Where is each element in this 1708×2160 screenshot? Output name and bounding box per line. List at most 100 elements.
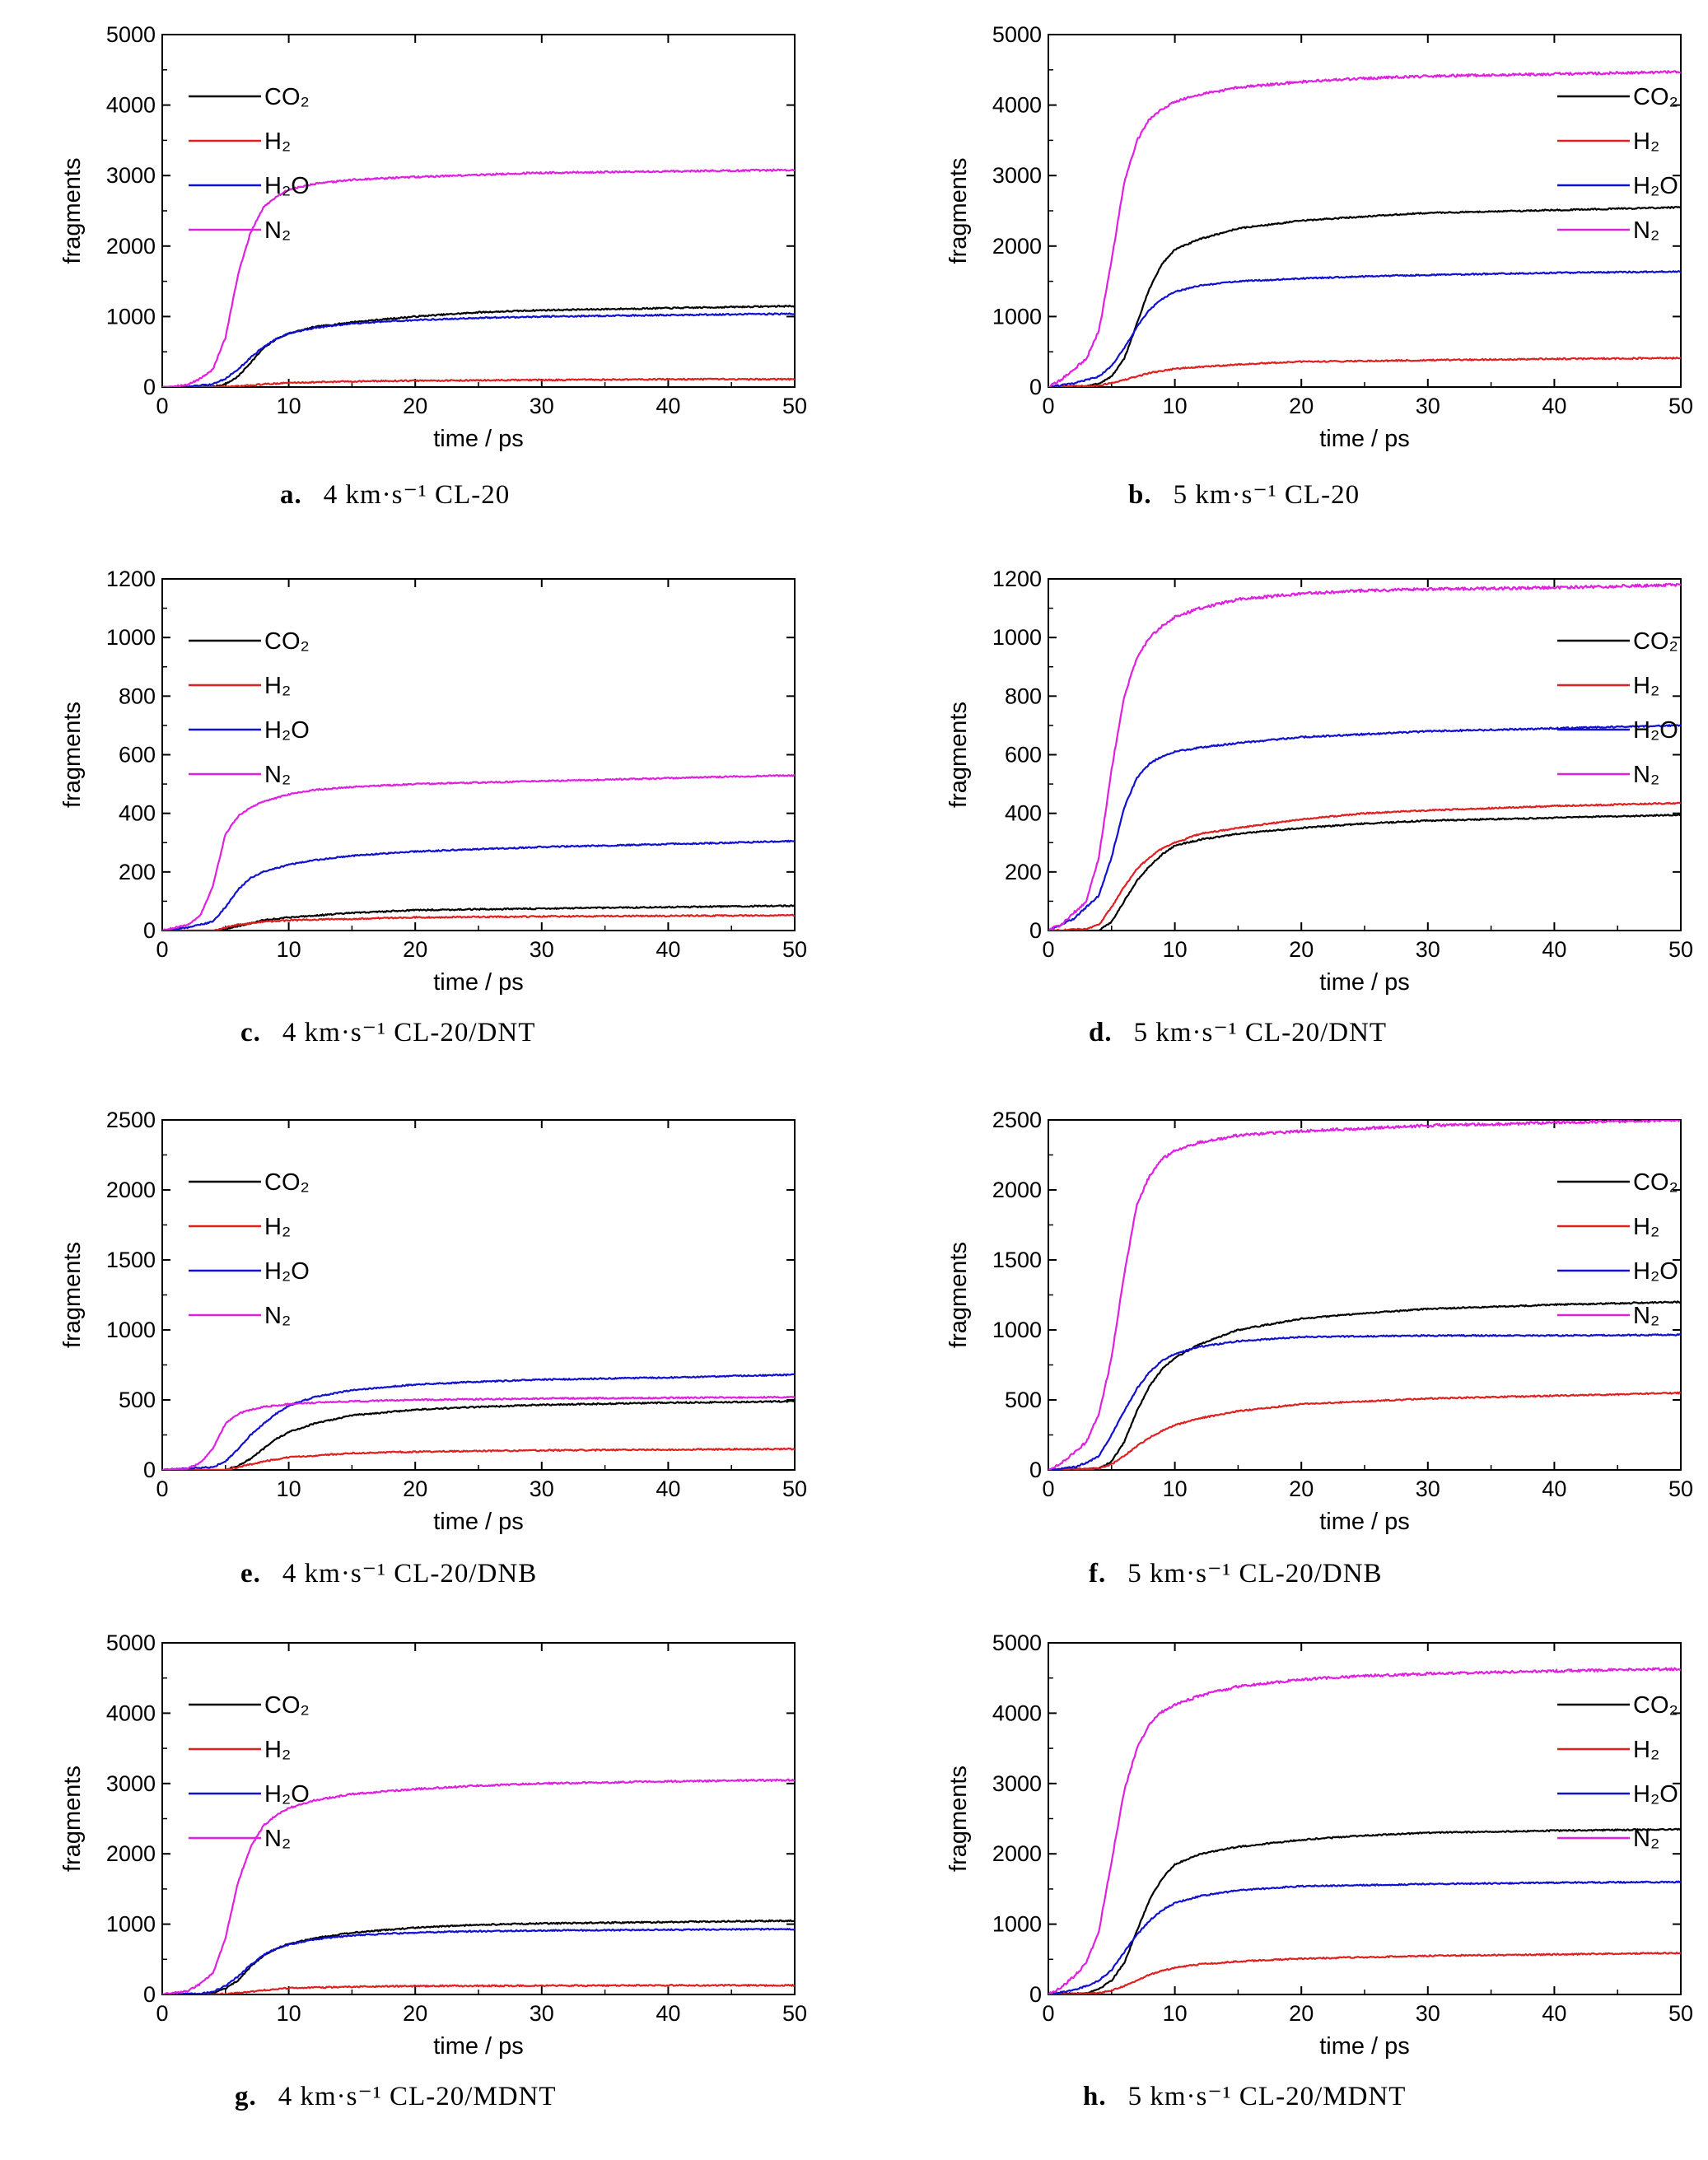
x-axis-label: time / ps [433,1509,524,1535]
x-tick-label: 20 [403,2001,427,2026]
y-tick-label: 1000 [992,1318,1042,1342]
x-tick-label: 10 [1163,937,1188,962]
y-tick-label: 5000 [106,1630,156,1655]
legend-label: H₂ [264,1214,291,1240]
y-tick-label: 2000 [106,234,156,259]
legend-label: CO₂ [264,628,310,655]
x-tick-label: 40 [656,394,680,418]
series-line [1048,270,1681,387]
x-tick-label: 40 [1542,394,1566,418]
series-line [162,913,795,931]
plot-frame [161,34,796,388]
x-tick-label: 10 [277,1477,301,1501]
panel-caption: g. 4 km·s⁻¹ CL-20/MDNT [235,2079,557,2112]
x-tick-label: 10 [1163,394,1188,418]
legend-label: H₂O [1633,173,1678,199]
x-tick-label: 10 [1163,2001,1188,2026]
panel-caption-text: 5 km·s⁻¹ CL-20 [1173,480,1360,510]
series-line [1048,1827,1681,1994]
y-tick-label: 2000 [106,1841,156,1866]
chart-panel-b: 0 10 20 30 40 50 0 1000 2000 3000 4000 5000 time / p… [945,22,1693,452]
x-tick-label: 50 [1668,2001,1693,2026]
x-tick-label: 50 [782,2001,807,2026]
legend-label: H₂O [264,1781,310,1808]
plot-frame [161,1642,796,1995]
y-tick-label: 5000 [992,1630,1042,1655]
legend-label: H₂O [264,173,310,199]
x-axis-label: time / ps [1319,2033,1410,2060]
y-tick-label: 200 [1005,860,1042,884]
y-tick-label: 0 [1029,918,1042,943]
panel-caption-text: 4 km·s⁻¹ CL-20 [323,480,511,510]
x-tick-label: 40 [1542,2001,1566,2026]
x-tick-label: 20 [1289,394,1314,418]
chart-panel-c: 0 10 20 30 40 50 0 200 400 600 800 1000 1200 time / p… [59,567,807,996]
x-tick-label: 0 [1042,1477,1054,1501]
panel-caption-letter: e. [240,1559,261,1589]
y-tick-label: 1000 [106,1912,156,1937]
legend-label: CO₂ [264,1692,310,1719]
x-tick-label: 30 [530,1477,554,1501]
chart-panel-d: 0 10 20 30 40 50 0 200 400 600 800 1000 1200 time / p… [945,567,1693,996]
legend-label: H₂ [264,128,291,155]
panel-caption: e. 4 km·s⁻¹ CL-20/DNB [240,1556,537,1589]
series-line [1048,1880,1681,1994]
x-tick-label: 50 [782,1477,807,1501]
y-tick-label: 0 [1029,1458,1042,1482]
legend-label: H₂ [1633,1737,1659,1763]
legend-label: N₂ [264,1303,291,1329]
x-tick-label: 40 [656,2001,680,2026]
legend-label: H₂O [264,717,310,744]
panel-caption: h. 5 km·s⁻¹ CL-20/MDNT [1083,2079,1406,2112]
x-tick-label: 20 [1289,1477,1314,1501]
y-axis-label: fragments [945,702,972,808]
y-tick-label: 0 [143,375,156,399]
x-tick-label: 0 [1042,2001,1054,2026]
chart-panel-h: 0 10 20 30 40 50 0 1000 2000 3000 4000 5000 time / p… [945,1630,1693,2060]
chart-panel-g: 0 10 20 30 40 50 0 1000 2000 3000 4000 5000 time / p… [59,1630,807,2060]
series-line [162,839,795,931]
x-tick-label: 50 [782,394,807,418]
y-tick-label: 1200 [992,567,1042,591]
series-line [162,377,795,387]
legend-label: N₂ [1633,1826,1659,1852]
x-tick-label: 30 [1416,2001,1440,2026]
plot-frame [161,1119,796,1471]
legend-label: H₂ [264,673,291,699]
x-tick-label: 20 [1289,937,1314,962]
x-tick-label: 30 [1416,937,1440,962]
panel-caption-letter: c. [240,1018,261,1047]
y-tick-label: 0 [143,918,156,943]
x-tick-label: 30 [530,2001,554,2026]
series-line [1048,1120,1681,1470]
y-tick-label: 1000 [106,304,156,329]
y-tick-label: 200 [119,860,156,884]
legend-label: H₂ [1633,673,1659,699]
panel-caption-letter: a. [280,480,302,510]
y-tick-label: 3000 [992,163,1042,188]
y-tick-label: 800 [119,683,156,708]
y-tick-label: 4000 [992,93,1042,118]
y-tick-label: 0 [143,1982,156,2007]
y-tick-label: 1000 [106,1318,156,1342]
panel-caption-text: 5 km·s⁻¹ CL-20/MDNT [1127,2082,1407,2111]
y-tick-label: 400 [119,801,156,826]
y-tick-label: 1000 [992,304,1042,329]
x-axis-label: time / ps [433,969,524,996]
x-tick-label: 0 [156,1477,168,1501]
x-tick-label: 30 [1416,1477,1440,1501]
panel-caption-letter: f. [1089,1559,1107,1589]
y-tick-label: 5000 [992,22,1042,47]
panel-caption-letter: h. [1083,2082,1107,2111]
x-tick-label: 20 [403,394,427,418]
plot-frame [1048,1119,1682,1471]
y-tick-label: 600 [119,743,156,767]
legend-label: CO₂ [264,1169,310,1196]
y-tick-label: 2000 [992,234,1042,259]
series-line [162,1399,795,1470]
y-tick-label: 3000 [106,1771,156,1796]
y-tick-label: 2000 [106,1178,156,1202]
panel-caption-letter: d. [1089,1018,1113,1047]
series-line [1048,801,1681,931]
legend-label: H₂O [1633,1258,1678,1285]
